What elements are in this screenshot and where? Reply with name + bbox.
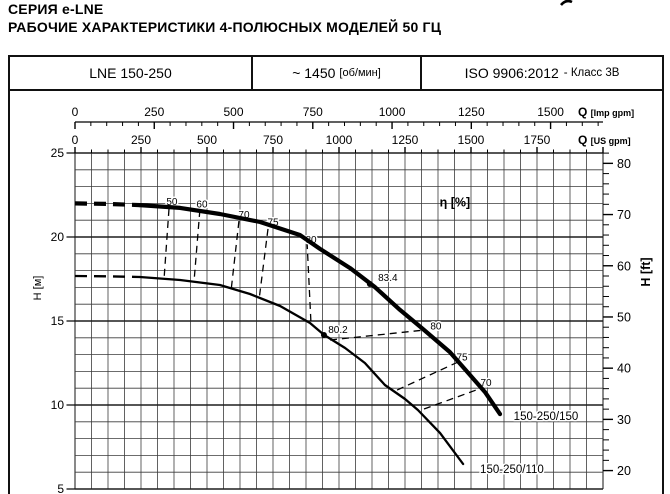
pump-curve-150-250/110-minflow bbox=[74, 274, 140, 279]
top-axis-us-gpm: 0 250 500 750 1000 1250 1500 1750 Q [US gpm] bbox=[72, 133, 631, 153]
efficiency-contour-80 bbox=[306, 242, 312, 325]
svg-text:10: 10 bbox=[51, 398, 65, 412]
pump-curve-150-250/150-minflow bbox=[74, 201, 140, 208]
eta-annotation: η [%] bbox=[440, 196, 471, 210]
svg-text:60: 60 bbox=[617, 259, 631, 273]
efficiency-contour-75 bbox=[258, 228, 269, 301]
svg-text:Q [US gpm]: Q [US gpm] bbox=[578, 133, 631, 147]
efficiency-contour-70 bbox=[423, 387, 483, 410]
spec-header-table: LNE 150-250 ~ 1450 [об/мин] ISO 9906:201… bbox=[8, 55, 664, 91]
svg-text:750: 750 bbox=[263, 133, 283, 147]
svg-text:1750: 1750 bbox=[524, 133, 551, 147]
svg-text:80: 80 bbox=[617, 157, 631, 171]
standard-name: ISO 9906:2012 bbox=[464, 65, 559, 81]
bep-marker-80.2 bbox=[320, 331, 327, 338]
efficiency-label-80: 80 bbox=[430, 322, 442, 333]
svg-text:1000: 1000 bbox=[379, 105, 406, 119]
curve-label-150-250/110: 150-250/110 bbox=[480, 464, 544, 476]
eta-percent-label: η [%] bbox=[440, 196, 471, 210]
efficiency-contour-70 bbox=[230, 220, 240, 292]
efficiency-contour-50 bbox=[163, 208, 170, 281]
svg-text:30: 30 bbox=[617, 413, 631, 427]
svg-text:Q [Imp gpm]: Q [Imp gpm] bbox=[578, 105, 634, 119]
svg-text:500: 500 bbox=[224, 105, 244, 119]
svg-text:250: 250 bbox=[131, 133, 151, 147]
svg-text:1000: 1000 bbox=[326, 133, 353, 147]
top-axis-imp-gpm: 0 250 500 750 1000 1250 1500 Q [Imp gpm] bbox=[72, 105, 634, 129]
svg-text:25: 25 bbox=[51, 146, 65, 160]
svg-text:1500: 1500 bbox=[537, 105, 564, 119]
svg-text:H [ft]: H [ft] bbox=[639, 257, 653, 286]
svg-text:0: 0 bbox=[72, 105, 79, 119]
bep-label-80.2: 80.2 bbox=[328, 325, 348, 336]
cutoff-print-artifact bbox=[560, 0, 573, 6]
svg-text:750: 750 bbox=[303, 105, 323, 119]
pump-curve-150-250/150 bbox=[137, 203, 503, 417]
svg-text:20: 20 bbox=[617, 464, 631, 478]
svg-text:20: 20 bbox=[51, 230, 65, 244]
standard-cell: ISO 9906:2012 - Класс 3В bbox=[422, 57, 662, 89]
speed-unit: [об/мин] bbox=[339, 67, 381, 79]
curve-label-150-250/150: 150-250/150 bbox=[514, 411, 579, 423]
pump-curves: 150-250/150 150-250/110 bbox=[74, 201, 580, 478]
best-efficiency-points: 83.4 80.2 bbox=[320, 271, 400, 338]
right-axis-feet: 80 70 60 50 40 30 20 H [ft] bbox=[603, 152, 653, 478]
efficiency-contour-80 bbox=[329, 329, 425, 341]
standard-class: - Класс 3В bbox=[563, 67, 620, 79]
svg-text:40: 40 bbox=[617, 362, 631, 376]
svg-text:1250: 1250 bbox=[392, 133, 419, 147]
speed-cell: ~ 1450 [об/мин] bbox=[253, 57, 422, 89]
svg-text:1250: 1250 bbox=[458, 105, 485, 119]
pump-curve-150-250/110 bbox=[138, 275, 465, 466]
bep-label-83.4: 83.4 bbox=[378, 273, 398, 284]
svg-text:0: 0 bbox=[72, 133, 79, 147]
svg-text:H [м]: H [м] bbox=[32, 276, 44, 301]
bep-marker-83.4 bbox=[366, 281, 373, 288]
svg-text:250: 250 bbox=[144, 105, 164, 119]
efficiency-contour-75 bbox=[396, 361, 459, 391]
svg-text:15: 15 bbox=[51, 314, 65, 328]
speed-value: ~ 1450 bbox=[292, 65, 336, 81]
left-axis-meters: 25 20 15 10 5 H [м] bbox=[32, 146, 75, 494]
model-cell: LNE 150-250 bbox=[10, 57, 253, 89]
series-title: СЕРИЯ e-LNE bbox=[8, 1, 104, 17]
svg-text:70: 70 bbox=[617, 208, 631, 222]
svg-text:50: 50 bbox=[617, 310, 631, 324]
svg-text:5: 5 bbox=[57, 482, 64, 494]
svg-text:500: 500 bbox=[197, 133, 217, 147]
chart-grid bbox=[74, 152, 604, 490]
model-name: LNE 150-250 bbox=[89, 65, 172, 81]
svg-text:1500: 1500 bbox=[458, 133, 485, 147]
page-title: РАБОЧИЕ ХАРАКТЕРИСТИКИ 4-ПОЛЮСНЫХ МОДЕЛЕ… bbox=[8, 19, 442, 35]
